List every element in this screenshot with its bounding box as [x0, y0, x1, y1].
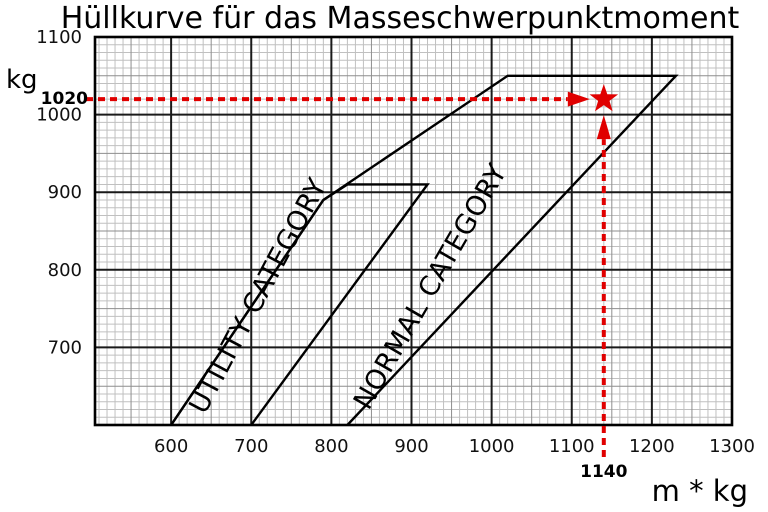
y-tick-label: 700 [48, 337, 82, 358]
plot-border [93, 35, 734, 427]
x-axis-unit-label: m * kg [652, 474, 748, 508]
y-axis-tick-labels: 1100 1000 900 800 700 [36, 27, 82, 358]
x-tick-label: 1100 [549, 436, 595, 457]
grid-semi-lines [95, 37, 732, 425]
y-tick-label: 1000 [36, 105, 82, 126]
x-tick-label: 1300 [709, 436, 755, 457]
chart-title: Hüllkurve für das Masseschwerpunktmoment [61, 1, 740, 36]
marker-arrow-right-icon [567, 91, 590, 107]
marker-star-icon [589, 84, 619, 112]
x-tick-label: 900 [394, 436, 428, 457]
x-tick-label: 800 [314, 436, 348, 457]
y-axis-unit-label: kg [6, 65, 38, 95]
marker-y-value-label: 1020 [41, 89, 88, 109]
x-axis-tick-labels: 600 700 800 900 1000 1100 1200 1300 [154, 436, 755, 457]
marker-x-value-label: 1140 [580, 462, 627, 482]
x-tick-label: 1200 [629, 436, 675, 457]
marker-overlay [86, 84, 619, 457]
x-tick-label: 700 [234, 436, 268, 457]
utility-category-label: UTILITY CATEGORY [183, 173, 333, 418]
envelope-polygons [170, 74, 679, 426]
y-tick-label: 800 [48, 260, 82, 281]
y-tick-label: 1100 [36, 27, 82, 48]
x-tick-label: 600 [154, 436, 188, 457]
normal-category-label: NORMAL CATEGORY [348, 159, 514, 415]
y-tick-label: 900 [48, 182, 82, 203]
x-tick-label: 1000 [469, 436, 515, 457]
envelope-normal [170, 74, 679, 426]
marker-arrow-up-icon [596, 115, 611, 140]
